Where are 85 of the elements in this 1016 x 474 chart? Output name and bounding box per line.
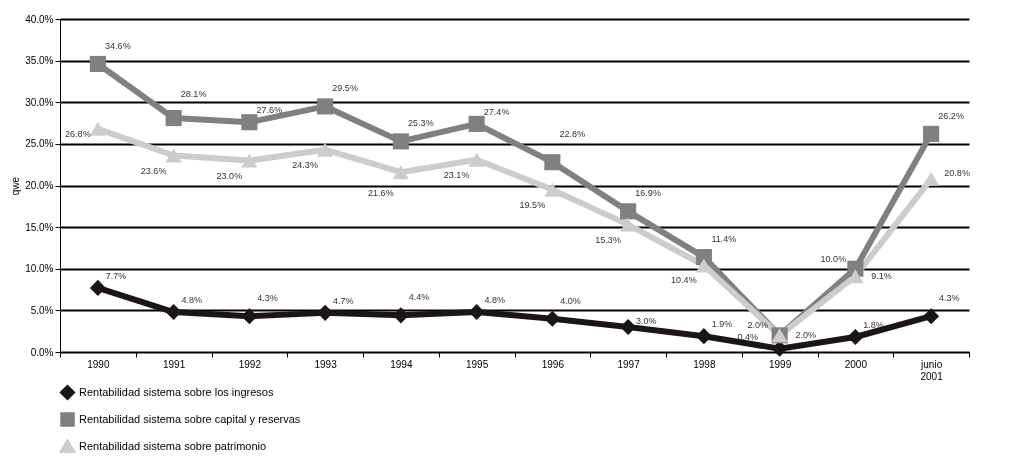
data-label: 1.9% xyxy=(711,319,733,330)
point xyxy=(620,217,637,232)
data-label: 3.0% xyxy=(635,316,657,327)
point xyxy=(923,125,940,142)
x-tick-label: 1998 xyxy=(693,358,716,370)
point xyxy=(241,114,258,131)
y-axis-title: qwe xyxy=(10,176,22,196)
data-label: 4.4% xyxy=(408,292,430,303)
data-label: 23.0% xyxy=(216,170,243,181)
x-tick-label: 1996 xyxy=(541,358,565,370)
y-tick-label: 35.0% xyxy=(25,55,54,67)
x-tick-label: 2000 xyxy=(844,358,868,370)
y-tick-label: 30.0% xyxy=(25,96,54,108)
x-tick-label: 1997 xyxy=(617,358,641,370)
y-tick-label: 10.0% xyxy=(25,263,54,275)
y-tick-label: 0.0% xyxy=(30,346,54,358)
legend-label: Rentabilidad sistema sobre capital y reservas xyxy=(79,412,301,425)
point xyxy=(544,154,561,171)
data-label: 26.8% xyxy=(65,128,91,139)
y-tick-label: 15.0% xyxy=(25,221,54,233)
x-tick-label: 1991 xyxy=(163,358,186,370)
data-label: 23.6% xyxy=(140,165,167,176)
point xyxy=(317,142,334,157)
data-label: 2.0% xyxy=(795,330,816,341)
point xyxy=(241,153,258,168)
data-label: 29.5% xyxy=(332,83,358,94)
point xyxy=(89,121,106,136)
data-label: 4.8% xyxy=(484,295,505,306)
point xyxy=(544,310,561,327)
point xyxy=(165,110,182,127)
x-tick-label: 1990 xyxy=(87,358,110,370)
x-tick-label: 1992 xyxy=(238,358,262,370)
y-tick-label: 40.0% xyxy=(25,13,54,25)
x-tick-label: 1995 xyxy=(466,358,489,370)
x-tick-label: 1993 xyxy=(314,358,338,370)
data-label: 21.6% xyxy=(368,188,394,199)
data-label: 22.8% xyxy=(559,129,586,140)
x-tick-label: junio 2001 xyxy=(920,358,944,382)
data-label: 25.3% xyxy=(408,118,434,129)
point xyxy=(620,203,637,220)
point xyxy=(392,165,409,180)
y-tick-label: 20.0% xyxy=(25,180,54,191)
data-label: 4.7% xyxy=(332,295,354,306)
point xyxy=(89,279,106,296)
point xyxy=(923,308,940,325)
data-label: 20.8% xyxy=(944,167,970,178)
data-label: 28.1% xyxy=(180,89,207,100)
data-label: 11.4% xyxy=(711,234,737,245)
data-label: 7.7% xyxy=(105,270,127,281)
point xyxy=(923,171,940,186)
data-label: 26.2% xyxy=(938,110,964,121)
point xyxy=(165,148,182,163)
y-tick-label: 5.0% xyxy=(30,304,54,316)
point xyxy=(468,152,485,167)
data-label: 4.0% xyxy=(560,295,581,306)
point xyxy=(544,182,561,197)
point xyxy=(165,303,182,321)
data-label: 9.1% xyxy=(871,271,892,282)
data-label: 10.0% xyxy=(820,253,847,264)
x-tick-label: 1994 xyxy=(390,358,413,370)
data-label: 1.8% xyxy=(863,320,884,331)
data-label: 16.9% xyxy=(635,188,661,199)
data-label: 24.3% xyxy=(292,159,318,170)
point xyxy=(847,328,864,346)
data-label: 19.5% xyxy=(519,199,546,210)
x-tick-label: 1999 xyxy=(769,358,792,370)
data-label: 10.4% xyxy=(671,275,697,286)
point xyxy=(392,133,409,150)
data-label: 2.0% xyxy=(747,320,768,331)
data-label: 4.8% xyxy=(181,295,202,306)
legend-label: Rentabilidad sistema sobre patrimonio xyxy=(79,439,267,452)
point xyxy=(89,55,106,73)
data-label: 4.3% xyxy=(938,293,960,304)
point xyxy=(695,328,712,345)
point xyxy=(468,115,485,132)
y-tick-label: 25.0% xyxy=(25,138,54,150)
point xyxy=(317,98,334,115)
data-label: 4.3% xyxy=(257,293,278,304)
data-label: 27.6% xyxy=(256,105,283,116)
data-label: 34.6% xyxy=(105,40,131,51)
data-label: 0.4% xyxy=(737,331,758,342)
data-label: 15.3% xyxy=(595,234,621,245)
legend-label: Rentabilidad sistema sobre los ingresos xyxy=(79,385,274,398)
data-label: 27.4% xyxy=(483,106,510,117)
data-label: 23.1% xyxy=(443,169,470,180)
